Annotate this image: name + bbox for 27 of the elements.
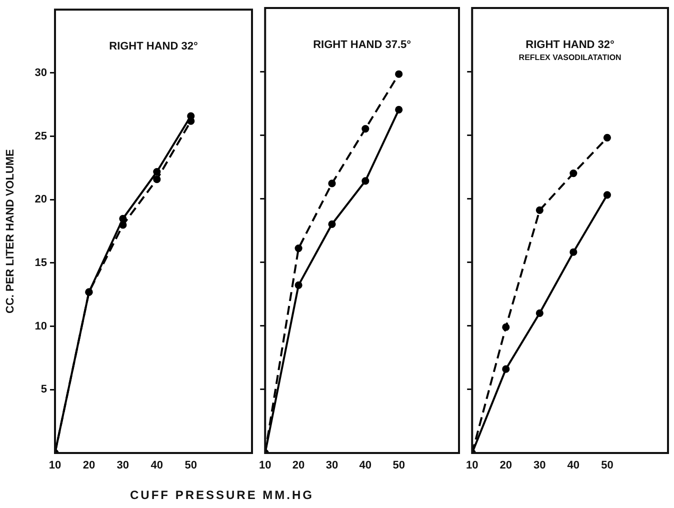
x-tick-label: 40: [567, 460, 580, 472]
x-tick-label: 30: [534, 460, 546, 472]
x-tick-label: 20: [82, 460, 96, 472]
x-tick-label: 20: [292, 460, 305, 472]
y-tick-label: 20: [34, 194, 47, 206]
x-axis-title: CUFF PRESSURE MM.HG: [130, 488, 314, 502]
text: RIGHT HAND 37.5°: [313, 39, 412, 51]
text: REFLEX VASODILATATION: [518, 53, 622, 62]
y-tick-label: 10: [34, 320, 47, 332]
y-axis-title: CC. PER LITER HAND VOLUME: [4, 149, 17, 314]
x-tick-label: 50: [601, 460, 614, 472]
x-tick-label: 10: [258, 460, 272, 472]
y-tick-label: 25: [34, 130, 47, 142]
x-tick-label: 30: [326, 460, 338, 472]
x-tick-label: 40: [150, 460, 164, 472]
y-tick-label: 5: [40, 384, 47, 396]
x-tick-label: 40: [359, 460, 372, 472]
x-tick-label: 20: [500, 460, 512, 472]
y-tick-label: 30: [34, 66, 47, 79]
x-tick-label: 10: [466, 460, 478, 472]
x-tick-label: 10: [48, 460, 62, 472]
x-tick-label: 30: [116, 460, 130, 472]
x-tick-label: 50: [184, 460, 197, 472]
y-tick-label: 15: [34, 257, 47, 270]
text: RIGHT HAND 32°: [526, 39, 614, 51]
text: RIGHT HAND 32°: [109, 40, 198, 53]
x-tick-label: 50: [392, 460, 405, 472]
